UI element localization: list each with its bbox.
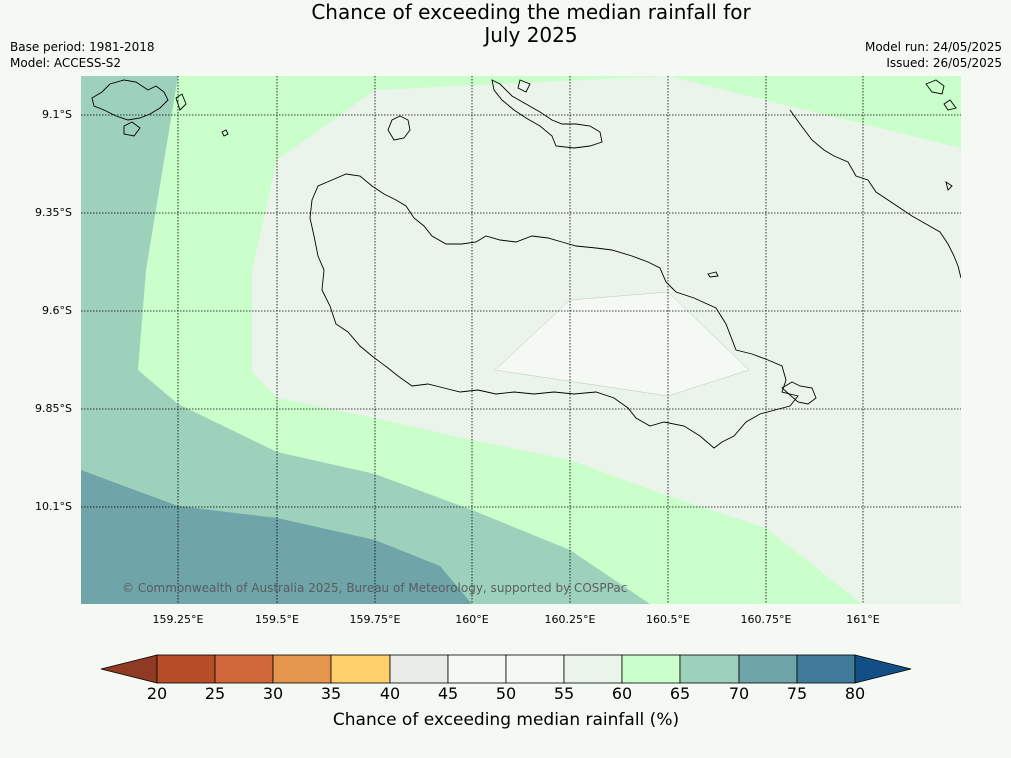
- region-65-70: [81, 76, 650, 604]
- colorbar-segment: [156, 654, 216, 684]
- lat-label: 9.1°S: [42, 108, 72, 121]
- colorbar-segment: [679, 654, 740, 684]
- colorbar-tick: 35: [320, 684, 342, 703]
- lon-label: 160°E: [455, 613, 489, 626]
- colorbar-segment: [100, 654, 158, 684]
- lon-label: 160.75°E: [740, 613, 792, 626]
- map-title-line1: Chance of exceeding the median rainfall …: [311, 0, 751, 24]
- lon-label: 160.5°E: [646, 613, 690, 626]
- colorbar-segment: [505, 654, 565, 684]
- colorbar-title: Chance of exceeding median rainfall (%): [332, 710, 680, 730]
- region-50-55: [494, 291, 750, 397]
- colorbar-tick: 30: [262, 684, 284, 703]
- colorbar: [100, 654, 912, 684]
- islet-outline: [517, 79, 531, 93]
- islet-outline: [925, 79, 945, 95]
- islet-outline: [387, 115, 411, 141]
- colorbar-tick: 70: [728, 684, 750, 703]
- colorbar-segment: [330, 654, 391, 684]
- colorbar-tick: 55: [553, 684, 575, 703]
- lat-label: 10.1°S: [35, 500, 72, 513]
- colorbar-segment: [563, 654, 623, 684]
- probability-map: [81, 76, 961, 604]
- graticule: [81, 76, 961, 604]
- colorbar-tick: 75: [786, 684, 808, 703]
- base-period: Base period: 1981-2018: [10, 40, 155, 54]
- colorbar-tick: 40: [379, 684, 401, 703]
- colorbar-tick: 80: [844, 684, 866, 703]
- map-title-line2: July 2025: [484, 23, 578, 47]
- colorbar-tick: 65: [669, 684, 691, 703]
- lon-label: 159.75°E: [349, 613, 401, 626]
- region-60-65-ne: [668, 76, 961, 148]
- lat-label: 9.85°S: [35, 402, 72, 415]
- islet-outline: [945, 180, 953, 191]
- lat-label: 9.35°S: [35, 206, 72, 219]
- lon-label: 159.25°E: [152, 613, 204, 626]
- colorbar-segment: [272, 654, 332, 684]
- lon-label: 159.5°E: [255, 613, 299, 626]
- lat-label: 9.6°S: [42, 304, 72, 317]
- colorbar-tick: 25: [204, 684, 226, 703]
- islet-outline: [943, 99, 957, 111]
- copyright-notice: © Commonwealth of Australia 2025, Bureau…: [122, 581, 627, 595]
- islet-outline: [707, 271, 719, 278]
- coast-northwest: [91, 79, 169, 121]
- islet-outline: [175, 93, 187, 111]
- islet-outline: [123, 121, 141, 137]
- lon-label: 160.25°E: [544, 613, 596, 626]
- coast-north-central: [491, 79, 603, 149]
- colorbar-tick: 60: [611, 684, 633, 703]
- colorbar-tick: 50: [495, 684, 517, 703]
- colorbar-segment: [796, 654, 856, 684]
- region-70-75: [81, 470, 472, 604]
- islet-outline: [781, 381, 817, 405]
- islet-outline: [221, 129, 229, 137]
- colorbar-tick: 45: [437, 684, 459, 703]
- model-run: Model run: 24/05/2025: [864, 40, 1002, 54]
- island-coastline: [309, 173, 799, 449]
- colorbar-segment: [738, 654, 798, 684]
- model-name: Model: ACCESS-S2: [10, 56, 122, 70]
- issued-date: Issued: 26/05/2025: [886, 56, 1002, 70]
- colorbar-segment: [447, 654, 507, 684]
- coastlines: [91, 79, 961, 449]
- lon-label: 161°E: [846, 613, 880, 626]
- coast-northeast: [789, 109, 961, 279]
- colorbar-tick: 20: [146, 684, 168, 703]
- colorbar-segment: [854, 654, 912, 684]
- colorbar-segment: [214, 654, 274, 684]
- colorbar-segment: [389, 654, 449, 684]
- colorbar-segment: [621, 654, 681, 684]
